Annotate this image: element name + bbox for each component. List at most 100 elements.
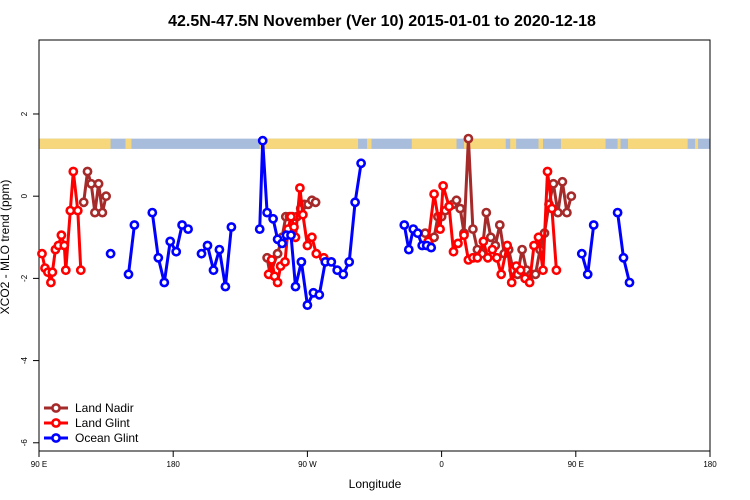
data-point — [491, 252, 502, 263]
data-point — [159, 277, 170, 288]
land-band-segment — [695, 138, 699, 149]
data-point — [506, 277, 517, 288]
data-point — [344, 256, 355, 267]
data-point — [582, 269, 593, 280]
data-point — [515, 265, 526, 276]
data-point — [311, 248, 322, 259]
data-point — [326, 256, 337, 267]
legend-marker — [51, 403, 61, 413]
y-tick-label: -4 — [20, 356, 29, 364]
land-band-segment — [538, 138, 543, 149]
data-point — [618, 252, 629, 263]
data-point — [290, 281, 301, 292]
series-line — [127, 224, 136, 275]
legend-marker — [51, 418, 61, 428]
data-point — [78, 197, 89, 208]
data-point — [60, 265, 71, 276]
data-point — [153, 252, 164, 263]
land-band-segment — [510, 138, 517, 149]
y-axis-label: XCO2 - MLO trend (ppm) — [0, 180, 12, 315]
data-point — [562, 207, 572, 218]
data-point — [147, 207, 158, 218]
data-point — [576, 248, 587, 259]
land-band-segment — [39, 138, 111, 149]
ocean-band — [39, 138, 710, 149]
data-point — [356, 158, 366, 169]
data-point — [294, 183, 305, 193]
data-point — [314, 289, 325, 300]
data-point — [37, 248, 47, 259]
x-tick-label: 180 — [167, 460, 181, 469]
data-point — [226, 222, 237, 232]
data-point — [542, 166, 553, 177]
land-band-segment — [259, 138, 359, 149]
data-point — [459, 230, 469, 241]
x-tick-label: 90 W — [298, 460, 317, 469]
land-band-segment — [367, 138, 372, 149]
data-point — [220, 281, 231, 292]
data-point — [494, 220, 505, 230]
data-point — [310, 197, 321, 208]
data-point — [448, 246, 459, 257]
data-point — [472, 252, 483, 263]
data-point — [105, 248, 116, 259]
data-point — [403, 244, 414, 255]
data-point — [482, 252, 493, 263]
data-point — [306, 232, 317, 243]
data-point — [338, 269, 349, 280]
data-point — [82, 166, 93, 177]
x-axis-label: Longitude — [349, 477, 402, 491]
data-point — [196, 248, 207, 259]
series-layer — [37, 133, 635, 310]
data-point — [551, 265, 562, 276]
legend-item-ocean-glint: Ocean Glint — [44, 431, 139, 445]
data-point — [530, 269, 541, 280]
land-band-segment — [125, 138, 132, 149]
data-point — [588, 220, 599, 230]
data-point — [56, 230, 67, 241]
y-tick-label: 0 — [20, 193, 29, 198]
data-point — [566, 191, 577, 202]
plot-frame — [38, 39, 711, 452]
data-point — [463, 133, 474, 144]
data-point — [529, 240, 539, 251]
legend-item-land-nadir: Land Nadir — [44, 401, 134, 415]
land-band-segment — [627, 138, 688, 149]
data-point — [286, 211, 296, 222]
data-point — [47, 267, 58, 278]
data-point — [123, 269, 134, 280]
data-point — [548, 178, 559, 189]
series-line — [616, 212, 631, 283]
series-line — [82, 170, 108, 215]
legend-label: Ocean Glint — [75, 431, 139, 445]
data-point — [72, 205, 83, 216]
data-point — [65, 205, 76, 216]
data-point — [286, 230, 296, 241]
x-tick-label: 90 E — [31, 460, 47, 469]
data-point — [557, 176, 568, 187]
data-point — [455, 203, 466, 214]
y-tick-label: -6 — [20, 439, 29, 447]
land-band-segment — [617, 138, 621, 149]
data-point — [296, 256, 307, 267]
data-point — [502, 240, 513, 251]
x-axis: 90 E 180 90 W 0 90 E 180 — [31, 451, 717, 469]
data-point — [444, 201, 454, 212]
data-point — [165, 236, 176, 247]
x-tick-label: 90 E — [568, 460, 584, 469]
legend-label: Land Glint — [75, 416, 130, 430]
data-point — [399, 220, 410, 230]
data-point — [538, 265, 548, 276]
data-point — [280, 256, 290, 267]
data-point — [496, 269, 507, 280]
land-ocean-band — [39, 138, 710, 149]
data-point — [435, 224, 445, 234]
data-point — [533, 232, 544, 243]
data-point — [272, 248, 283, 259]
data-point — [429, 189, 439, 199]
land-band-segment — [560, 138, 606, 149]
data-point — [485, 232, 496, 243]
data-point — [129, 220, 140, 230]
